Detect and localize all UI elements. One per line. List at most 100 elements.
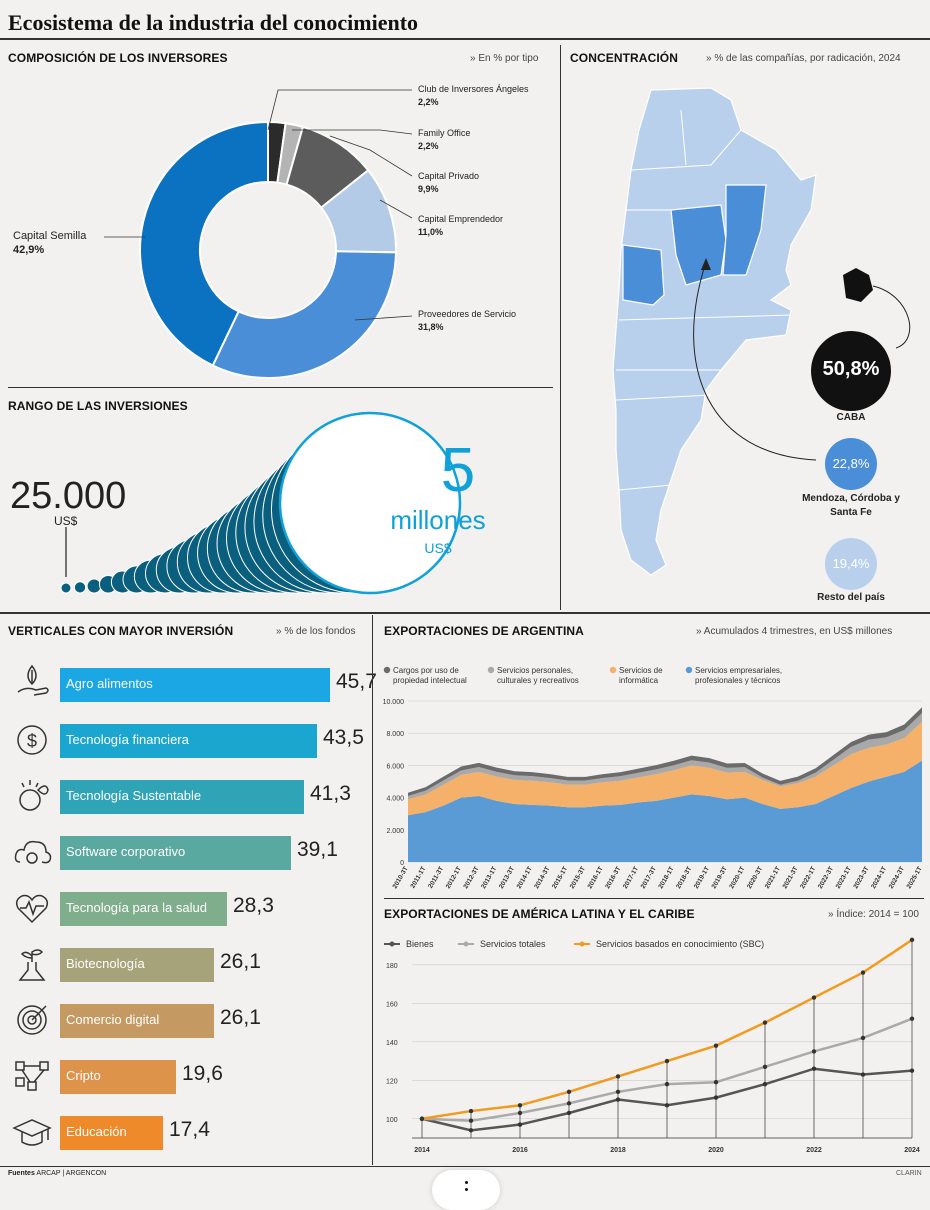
concentration-note: » % de las compañías, por radicación, 20…: [706, 53, 901, 64]
leader-line-club: [267, 89, 412, 131]
line-point: [860, 1035, 866, 1041]
x-tick-label: 2016-3T: [604, 865, 622, 889]
x-tick-label: 2020-3T: [746, 865, 764, 889]
verticals-heading: VERTICALES CON MAYOR INVERSIÓN: [8, 624, 234, 638]
vertical-label: Tecnología financiera: [66, 732, 189, 747]
y-tick-label: 160: [386, 1001, 398, 1008]
x-tick-label: 2014: [414, 1147, 430, 1154]
bubble-caba: [811, 331, 891, 411]
donut-slice-5: [139, 120, 269, 367]
heart-pulse-icon: [15, 894, 49, 924]
y-tick-label: 10.000: [383, 699, 405, 706]
hand-plant-icon: [17, 664, 49, 696]
range-max-word: millones: [390, 505, 486, 535]
vertical-row: Biotecnología 26,1: [8, 940, 368, 986]
page-title: Ecosistema de la industria del conocimie…: [8, 10, 419, 35]
area-series-0: [408, 760, 922, 862]
line-point: [517, 1110, 523, 1116]
legend-dot: [685, 666, 693, 674]
range-min-value: 25.000: [10, 475, 127, 517]
x-tick-label: 2018: [610, 1147, 626, 1154]
vertical-value: 39,1: [297, 838, 338, 861]
footer-rule: [0, 1166, 930, 1167]
line-point: [615, 1074, 621, 1079]
x-tick-label: 2024: [904, 1147, 920, 1154]
argentina-map: [612, 87, 911, 590]
vertical-row: $ Tecnología financiera 43,5: [8, 716, 368, 762]
legend-label: Servicios de: [619, 666, 663, 675]
line-point: [860, 1072, 866, 1077]
y-tick-label: 4.000: [386, 796, 404, 803]
x-tick-label: 2022-1T: [799, 865, 817, 889]
area-series-3: [408, 707, 922, 796]
legend-label: culturales y recreativos: [497, 676, 579, 685]
y-tick-label: 140: [386, 1040, 398, 1047]
line-point: [762, 1020, 768, 1025]
vertical-value: 26,1: [220, 950, 261, 973]
y-tick-label: 8.000: [386, 731, 404, 738]
middle-rule: [0, 612, 930, 614]
line-point: [615, 1097, 621, 1102]
region-arrow: [693, 261, 817, 461]
y-tick-label: 120: [386, 1078, 398, 1085]
line-point: [664, 1081, 670, 1087]
x-tick-label: 2017-3T: [640, 865, 658, 889]
line-point: [713, 1095, 719, 1100]
line-point: [615, 1089, 621, 1095]
x-tick-label: 2017-1T: [622, 865, 640, 889]
x-tick-label: 2020: [708, 1147, 724, 1154]
vertical-label: Biotecnología: [66, 956, 145, 971]
legend-label: Servicios personales,: [497, 666, 573, 675]
donut-value-club: 2,2%: [418, 97, 439, 107]
caba-arrow: [872, 285, 911, 349]
range-max-value: 5: [440, 436, 476, 505]
range-circle: [60, 582, 72, 594]
x-tick-label: 2013-3T: [498, 865, 516, 889]
vertical-row: Tecnología Sustentable 41,3: [8, 772, 368, 818]
area-series-2: [408, 713, 922, 800]
x-tick-label: 2025-1T: [906, 865, 924, 889]
range-circle: [86, 578, 102, 594]
x-tick-label: 2021-3T: [781, 865, 799, 889]
range-min-unit: US$: [54, 514, 78, 528]
footer-credit: CLARIN: [896, 1170, 922, 1177]
donut-label-family: Family Office: [418, 128, 471, 138]
bubble-region: [825, 438, 877, 490]
map-caba-inset: [843, 268, 873, 302]
x-tick-label: 2014-1T: [516, 865, 534, 889]
x-tick-label: 2021-1T: [764, 865, 782, 889]
more-options-button[interactable]: [432, 1170, 500, 1210]
latam-exports-heading: EXPORTACIONES DE AMÉRICA LATINA Y EL CAR…: [384, 907, 695, 921]
x-tick-label: 2019-1T: [693, 865, 711, 889]
bubble-rest: [825, 538, 877, 590]
legend-label: Bienes: [406, 939, 434, 949]
y-tick-label: 180: [386, 963, 398, 970]
investors-heading: COMPOSICIÓN DE LOS INVERSORES: [8, 51, 228, 65]
line-point: [860, 970, 866, 975]
vertical-label: Cripto: [66, 1068, 101, 1083]
vertical-value: 19,6: [182, 1062, 223, 1085]
legend-label: Servicios empresariales,: [695, 666, 782, 675]
vertical-value: 43,5: [323, 726, 364, 749]
donut-label-club: Club de Inversores Ángeles: [418, 84, 529, 94]
flask-plant-icon: [18, 949, 46, 981]
vertical-bar: [60, 724, 317, 758]
vertical-label: Tecnología Sustentable: [66, 788, 202, 803]
legend-label: informática: [619, 676, 659, 685]
vertical-bar: [60, 1116, 163, 1150]
vertical-label: Comercio digital: [66, 1012, 160, 1027]
vertical-bar: [60, 892, 227, 926]
map-santa-fe: [722, 184, 767, 276]
donut-value-semilla: 42,9%: [13, 244, 45, 256]
vertical-bar: [60, 836, 291, 870]
latam-exports-line-chart: Bienes Servicios totales Servicios basados…: [384, 937, 920, 1154]
map-mendoza: [622, 244, 665, 306]
x-tick-label: 2012-1T: [445, 865, 463, 889]
vertical-bar: [60, 1004, 214, 1038]
vertical-value: 28,3: [233, 894, 274, 917]
leader-line-emprendedor: [379, 199, 413, 219]
line-point: [713, 1043, 719, 1048]
vertical-value: 41,3: [310, 782, 351, 805]
x-tick-label: 2022: [806, 1147, 822, 1154]
